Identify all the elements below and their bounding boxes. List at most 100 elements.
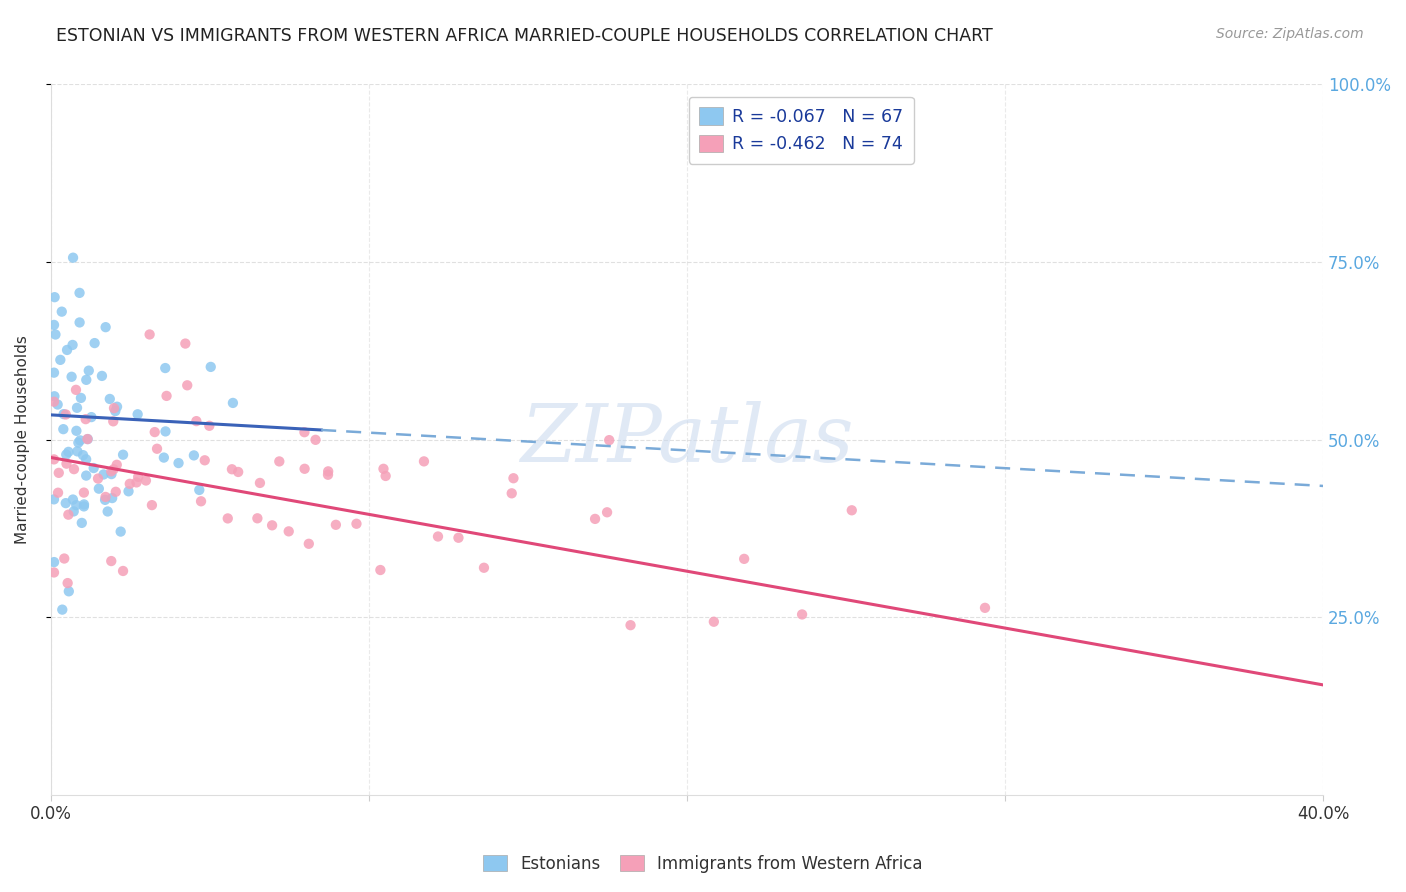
Point	[65, 424, 87, 438]
Point	[127, 470, 149, 484]
Point	[703, 615, 725, 629]
Point	[69, 315, 91, 329]
Point	[269, 454, 291, 468]
Point	[75, 412, 97, 426]
Point	[583, 512, 606, 526]
Point	[100, 464, 122, 478]
Point	[373, 462, 395, 476]
Point	[100, 554, 122, 568]
Point	[62, 492, 84, 507]
Point	[198, 418, 221, 433]
Point	[103, 401, 125, 416]
Point	[176, 378, 198, 392]
Point	[56, 343, 79, 357]
Point	[138, 327, 160, 342]
Y-axis label: Married-couple Households: Married-couple Households	[15, 335, 30, 544]
Point	[87, 482, 110, 496]
Point	[103, 462, 125, 476]
Point	[44, 290, 66, 304]
Point	[127, 407, 149, 421]
Point	[42, 366, 65, 380]
Point	[55, 448, 77, 462]
Point	[125, 475, 148, 490]
Point	[325, 517, 347, 532]
Point	[66, 401, 89, 415]
Point	[974, 600, 997, 615]
Point	[200, 359, 222, 374]
Point	[733, 552, 755, 566]
Legend: R = -0.067   N = 67, R = -0.462   N = 74: R = -0.067 N = 67, R = -0.462 N = 74	[689, 96, 914, 164]
Point	[221, 462, 243, 476]
Point	[70, 391, 93, 405]
Point	[63, 462, 86, 476]
Point	[55, 496, 77, 510]
Point	[42, 492, 65, 507]
Point	[70, 516, 93, 530]
Point	[112, 448, 135, 462]
Point	[141, 498, 163, 512]
Point	[93, 467, 115, 482]
Point	[262, 518, 284, 533]
Point	[502, 471, 524, 485]
Point	[69, 434, 91, 448]
Point	[98, 392, 121, 406]
Point	[42, 452, 65, 467]
Point	[94, 320, 117, 334]
Point	[146, 442, 169, 456]
Point	[51, 602, 73, 616]
Point	[55, 408, 77, 422]
Point	[46, 485, 69, 500]
Point	[94, 492, 117, 507]
Point	[447, 531, 470, 545]
Point	[472, 560, 495, 574]
Point	[77, 364, 100, 378]
Point	[58, 445, 80, 459]
Point	[217, 511, 239, 525]
Point	[304, 433, 326, 447]
Point	[83, 336, 105, 351]
Point	[97, 504, 120, 518]
Point	[52, 407, 75, 421]
Point	[104, 484, 127, 499]
Point	[69, 285, 91, 300]
Point	[598, 433, 620, 447]
Point	[104, 404, 127, 418]
Point	[316, 467, 339, 482]
Point	[75, 452, 97, 467]
Point	[44, 327, 66, 342]
Point	[294, 462, 316, 476]
Point	[194, 453, 217, 467]
Point	[143, 425, 166, 439]
Point	[53, 551, 76, 566]
Point	[65, 383, 87, 397]
Point	[112, 564, 135, 578]
Point	[501, 486, 523, 500]
Point	[135, 474, 157, 488]
Point	[83, 461, 105, 475]
Point	[190, 494, 212, 508]
Point	[222, 396, 245, 410]
Point	[51, 304, 73, 318]
Point	[52, 422, 75, 436]
Point	[316, 464, 339, 478]
Point	[841, 503, 863, 517]
Point	[174, 336, 197, 351]
Point	[105, 458, 128, 472]
Point	[72, 448, 94, 462]
Text: Source: ZipAtlas.com: Source: ZipAtlas.com	[1216, 27, 1364, 41]
Point	[87, 472, 110, 486]
Point	[226, 465, 249, 479]
Point	[374, 469, 396, 483]
Point	[105, 400, 128, 414]
Point	[73, 500, 96, 514]
Point	[246, 511, 269, 525]
Point	[56, 576, 79, 591]
Point	[49, 352, 72, 367]
Point	[55, 457, 77, 471]
Point	[76, 432, 98, 446]
Point	[58, 508, 80, 522]
Point	[76, 432, 98, 446]
Point	[155, 389, 177, 403]
Text: ZIPatlas: ZIPatlas	[520, 401, 853, 478]
Point	[62, 251, 84, 265]
